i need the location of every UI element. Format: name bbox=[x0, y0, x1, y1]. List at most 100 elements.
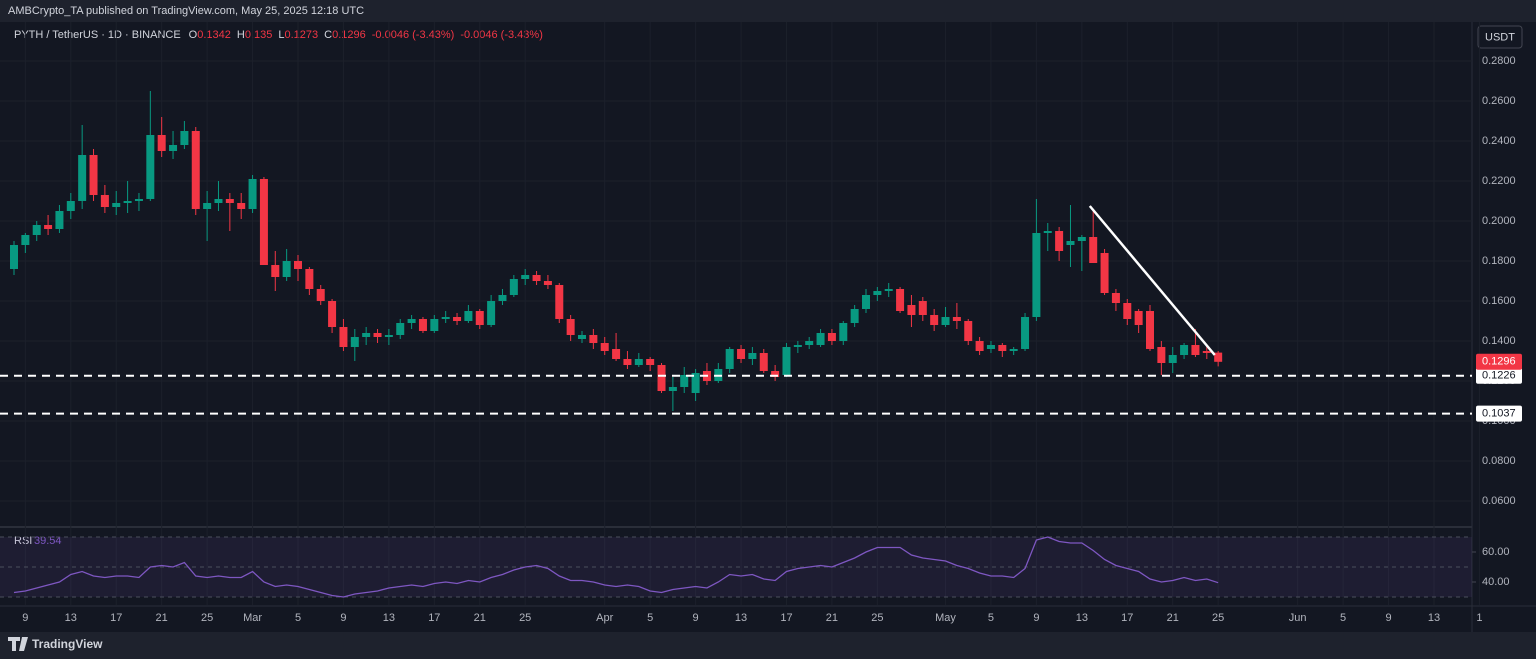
o-label: O bbox=[189, 29, 198, 41]
candle-body bbox=[941, 317, 950, 325]
candle-body bbox=[907, 305, 916, 315]
candle-body bbox=[839, 323, 848, 341]
currency-button-label[interactable]: USDT bbox=[1485, 31, 1515, 43]
candle-body bbox=[782, 347, 791, 375]
candle-body bbox=[134, 199, 143, 201]
candle-body bbox=[521, 275, 530, 279]
candle-body bbox=[975, 341, 984, 351]
candle-body bbox=[294, 261, 302, 269]
last-price-label: 0.1296 bbox=[1482, 356, 1516, 368]
y-tick-label: 0.0800 bbox=[1482, 455, 1516, 467]
candle-body bbox=[259, 179, 268, 265]
candle-body bbox=[680, 375, 689, 387]
candle-body bbox=[918, 301, 927, 315]
candle-body bbox=[89, 155, 98, 195]
candle-body bbox=[180, 131, 189, 145]
level-tag bbox=[1476, 405, 1522, 422]
candle-body bbox=[578, 335, 586, 339]
candle-body bbox=[827, 333, 836, 341]
candle-body bbox=[362, 333, 371, 337]
candle-body bbox=[509, 279, 518, 295]
x-tick-label: 5 bbox=[1340, 612, 1346, 624]
candle-body bbox=[157, 135, 166, 151]
candle-body bbox=[1100, 253, 1109, 293]
candle-body bbox=[1146, 311, 1154, 349]
candle-body bbox=[930, 315, 939, 325]
x-tick-label: Apr bbox=[596, 612, 613, 624]
candle-body bbox=[123, 201, 132, 203]
x-tick-label: 13 bbox=[735, 612, 747, 624]
rsi-value: 39.54 bbox=[34, 535, 62, 547]
candle-body bbox=[498, 295, 507, 301]
rsi-tick-label: 40.00 bbox=[1482, 576, 1510, 588]
candle-body bbox=[657, 365, 666, 391]
currency-button[interactable] bbox=[1477, 25, 1523, 49]
footer-brand: TradingView bbox=[32, 637, 103, 651]
candle-body bbox=[282, 261, 291, 277]
x-tick-label: 25 bbox=[201, 612, 213, 624]
legend: PYTH / TetherUS · 1D · BINANCE O0.1342 H0.… bbox=[14, 29, 543, 41]
candle-body bbox=[237, 203, 246, 209]
candle-body bbox=[248, 179, 257, 209]
y-tick-label: 0.2400 bbox=[1482, 135, 1516, 147]
candle-body bbox=[737, 349, 746, 359]
candle-body bbox=[475, 311, 484, 325]
candle-body bbox=[464, 311, 473, 321]
x-tick-label: 21 bbox=[1167, 612, 1179, 624]
candle-body bbox=[78, 155, 87, 201]
x-tick-label: 13 bbox=[1076, 612, 1088, 624]
x-tick-label: 9 bbox=[1385, 612, 1391, 624]
candle-body bbox=[453, 317, 462, 321]
publisher-line: AMBCrypto_TA published on TradingView.co… bbox=[8, 5, 364, 17]
x-tick-label: 5 bbox=[988, 612, 994, 624]
x-tick-label: Mar bbox=[243, 612, 262, 624]
x-tick-label: 21 bbox=[474, 612, 486, 624]
candle-body bbox=[634, 359, 643, 365]
candle-body bbox=[100, 195, 109, 207]
candle-body bbox=[44, 225, 53, 229]
candle-body bbox=[384, 335, 393, 337]
candle-body bbox=[646, 359, 655, 365]
brand-logo bbox=[8, 637, 28, 651]
l-label: L bbox=[278, 29, 284, 41]
x-tick-label: May bbox=[935, 612, 956, 624]
symbol: PYTH / TetherUS · 1D · BINANCE bbox=[14, 29, 181, 41]
rsi-label: RSI bbox=[14, 535, 32, 547]
candle-body bbox=[896, 289, 905, 311]
candle-body bbox=[668, 387, 677, 391]
candle-body bbox=[169, 145, 178, 151]
candle-body bbox=[986, 345, 995, 349]
h-label: H bbox=[237, 29, 245, 41]
candle-body bbox=[112, 203, 121, 207]
trendline bbox=[1088, 205, 1216, 356]
candle-body bbox=[487, 301, 496, 325]
x-tick-label: 21 bbox=[156, 612, 168, 624]
candle-body bbox=[952, 317, 961, 321]
candle-body bbox=[771, 371, 780, 377]
y-tick-label: 0.2200 bbox=[1482, 175, 1516, 187]
y-tick-label: 0.1600 bbox=[1482, 295, 1516, 307]
x-tick-label: 13 bbox=[65, 612, 77, 624]
candle-body bbox=[532, 275, 541, 281]
y-tick-label: 0.2000 bbox=[1482, 215, 1516, 227]
candle-body bbox=[350, 337, 359, 347]
candle-body bbox=[407, 319, 416, 323]
candle-body bbox=[1202, 351, 1211, 353]
candle-body bbox=[10, 245, 18, 269]
y-tick-label: 0.2800 bbox=[1482, 55, 1516, 67]
candle-body bbox=[543, 281, 552, 285]
candle-body bbox=[55, 211, 64, 229]
candle-body bbox=[146, 135, 155, 199]
candle-body bbox=[396, 323, 405, 335]
candle-body bbox=[1043, 231, 1052, 233]
level-tag-label: 0.1226 bbox=[1482, 370, 1516, 382]
candle-body bbox=[32, 225, 41, 235]
x-tick-label: 17 bbox=[110, 612, 122, 624]
candle-body bbox=[1009, 349, 1018, 351]
candle-body bbox=[805, 341, 814, 345]
candle-body bbox=[441, 317, 450, 319]
candle-body bbox=[600, 343, 609, 351]
change-repeat: -0.0046 (-3.43%) bbox=[460, 29, 543, 41]
candle-body bbox=[1123, 303, 1132, 319]
